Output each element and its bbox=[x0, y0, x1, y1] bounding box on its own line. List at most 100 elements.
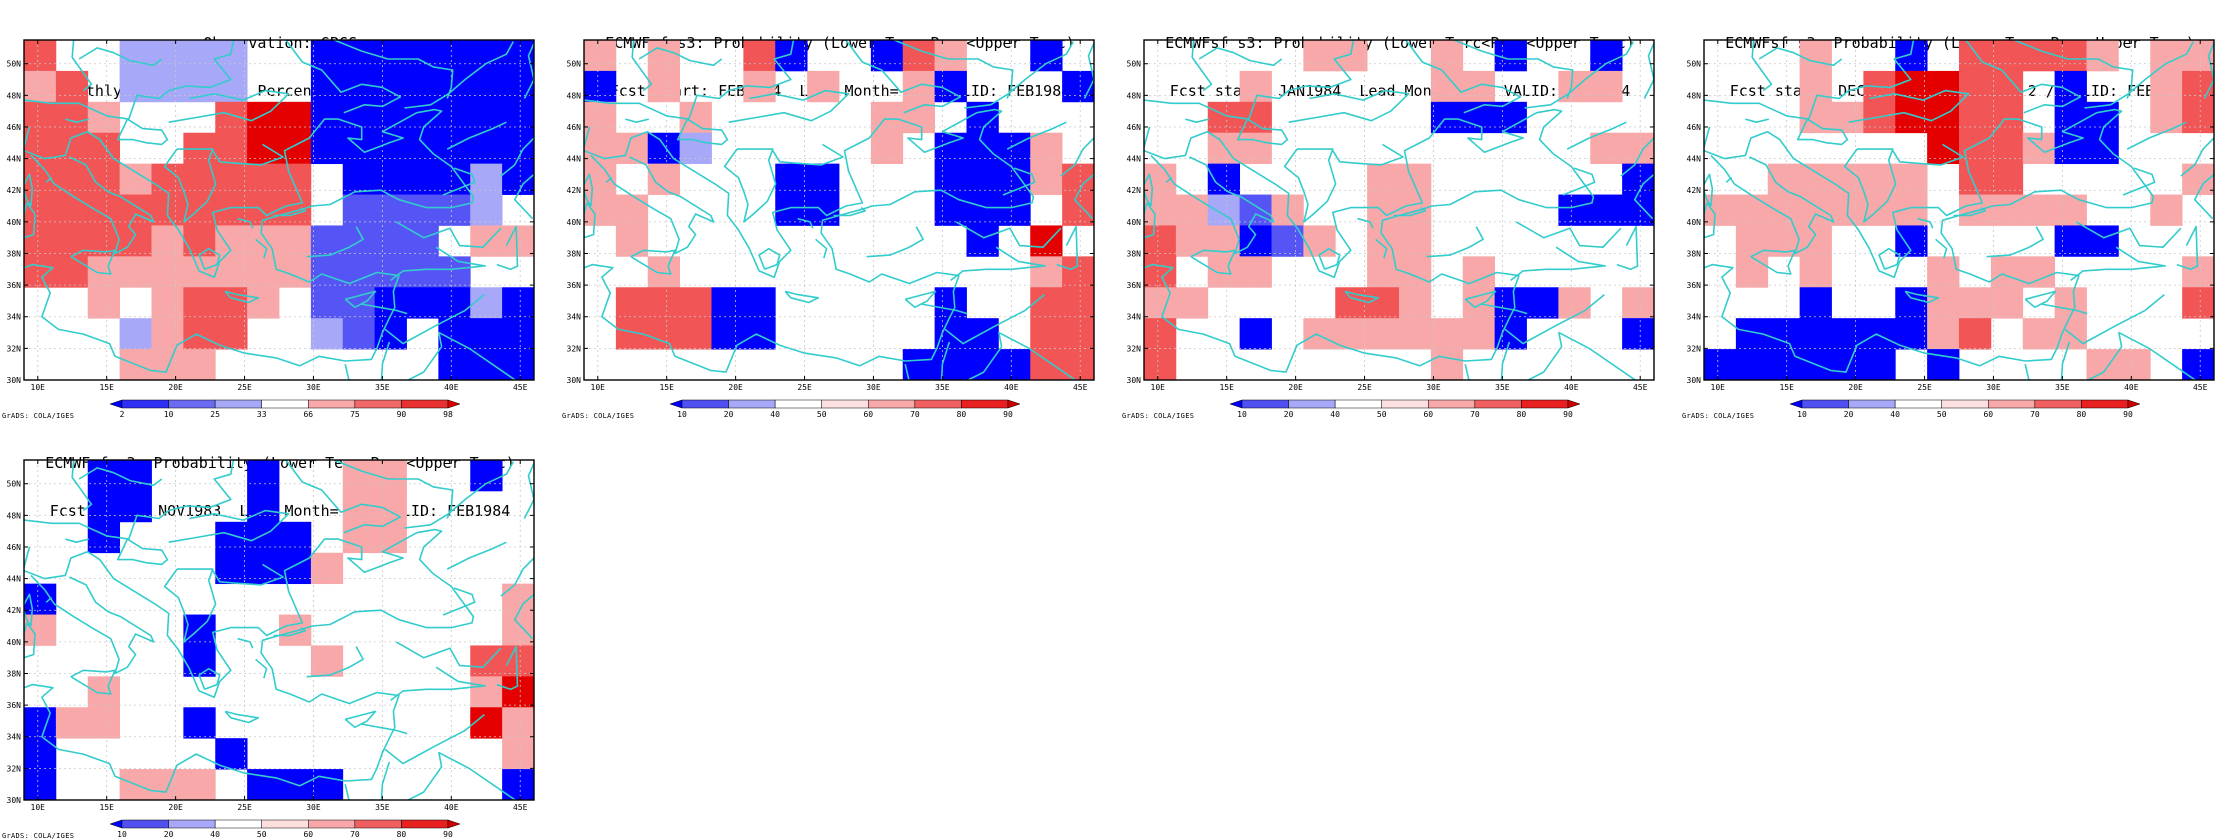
coastline bbox=[1562, 167, 1596, 196]
panel-lead2: ECMWFsf s3: Probability (Lower Terc<Pcpn… bbox=[1680, 0, 2240, 420]
colorbar-swatch bbox=[1428, 399, 1476, 409]
x-tick-label: 10E bbox=[1711, 383, 1726, 392]
coastlines bbox=[1704, 40, 2214, 380]
grid-cell bbox=[183, 614, 216, 646]
coastline bbox=[384, 293, 485, 345]
colorbar-arrow-high bbox=[447, 819, 461, 829]
colorbar-label: 20 bbox=[164, 830, 174, 839]
coastline bbox=[1190, 249, 1236, 275]
y-tick-label: 42N bbox=[1127, 186, 1142, 195]
x-tick-label: 10E bbox=[31, 803, 46, 812]
grid-cell bbox=[470, 70, 503, 103]
coastline bbox=[1405, 40, 1522, 114]
grid-cell bbox=[55, 194, 89, 226]
y-tick-label: 44N bbox=[7, 155, 22, 164]
coastline bbox=[1464, 290, 1497, 309]
grid-cell bbox=[55, 70, 89, 103]
colorbar-arrow-low bbox=[109, 819, 123, 829]
grid-cell bbox=[215, 738, 248, 770]
grid-cell bbox=[87, 256, 121, 288]
colorbar-label: 20 bbox=[1284, 410, 1294, 419]
coastline bbox=[625, 118, 649, 123]
grid-cell bbox=[966, 163, 999, 195]
x-tick-label: 35E bbox=[2055, 383, 2070, 392]
grid-cell bbox=[470, 225, 503, 257]
grid-cell bbox=[2182, 256, 2215, 288]
colorbar-label: 2 bbox=[120, 410, 125, 419]
colorbar-label: 70 bbox=[350, 830, 360, 839]
grid-cell bbox=[1367, 163, 1400, 195]
coastline bbox=[404, 461, 515, 529]
y-tick-label: 44N bbox=[7, 575, 22, 584]
colorbar-arrow-high bbox=[1567, 399, 1581, 409]
colorbar-label: 98 bbox=[443, 410, 453, 419]
grid-cell bbox=[87, 676, 121, 708]
coastline bbox=[584, 173, 594, 207]
y-tick-label: 46N bbox=[1687, 123, 1702, 132]
grid-cell bbox=[183, 645, 216, 677]
colorbar-swatch bbox=[1334, 399, 1382, 409]
colorbar-swatch bbox=[1521, 399, 1569, 409]
coastline bbox=[406, 331, 517, 380]
coastline bbox=[728, 89, 850, 123]
colorbar-label: 50 bbox=[817, 410, 827, 419]
grid-cell bbox=[502, 645, 535, 677]
grid-cell bbox=[247, 460, 280, 492]
grid-cell bbox=[310, 552, 344, 585]
colorbar-swatch bbox=[214, 819, 262, 829]
colorbar-swatch bbox=[681, 399, 729, 409]
colorbar-swatch bbox=[168, 399, 216, 409]
coastline bbox=[500, 137, 534, 177]
coastline bbox=[1185, 118, 1209, 123]
grads-credit: GrADS: COLA/IGES bbox=[1122, 412, 1195, 420]
coastline bbox=[116, 538, 169, 566]
coastline bbox=[638, 47, 723, 67]
grid-cell bbox=[183, 256, 216, 288]
coastline bbox=[1704, 40, 1915, 120]
grid-cell bbox=[183, 349, 216, 381]
y-tick-label: 40N bbox=[1687, 218, 1702, 227]
grid-cell bbox=[502, 318, 535, 350]
grid-cell bbox=[679, 132, 712, 165]
y-tick-label: 30N bbox=[1127, 376, 1142, 385]
coastline bbox=[212, 143, 284, 166]
coastline bbox=[306, 646, 364, 678]
coastline bbox=[1616, 225, 1639, 271]
coastline bbox=[71, 40, 93, 92]
grid-cell bbox=[902, 70, 936, 103]
coastline bbox=[2024, 290, 2057, 309]
grid-cell bbox=[1799, 256, 1832, 288]
colorbar-swatch bbox=[1474, 399, 1522, 409]
grid-cell bbox=[775, 163, 808, 195]
y-tick-label: 40N bbox=[1127, 218, 1142, 227]
grid-cell bbox=[374, 40, 407, 72]
grid-cell bbox=[2086, 349, 2119, 381]
grid-cell bbox=[1895, 318, 1928, 350]
x-tick-label: 45E bbox=[2193, 383, 2208, 392]
coastline bbox=[24, 546, 31, 571]
x-tick-label: 30E bbox=[866, 383, 881, 392]
x-tick-label: 15E bbox=[99, 383, 114, 392]
map-plot: 10E 15E 20E 25E 30E 35E 40E 45E 30N 32N 34N 36N 38N 4… bbox=[7, 39, 535, 419]
coastline bbox=[45, 176, 53, 183]
grid-cell bbox=[1144, 256, 1177, 288]
grid-cell bbox=[1430, 40, 1464, 72]
colorbar-label: 80 bbox=[397, 830, 407, 839]
colorbar-label: 70 bbox=[2030, 410, 2040, 419]
grid-cell bbox=[870, 40, 904, 72]
colorbar-label: 60 bbox=[863, 410, 873, 419]
grid-cell bbox=[1767, 318, 1801, 350]
x-tick-label: 15E bbox=[99, 803, 114, 812]
grid-cell bbox=[1799, 40, 1832, 72]
colorbar-label: 50 bbox=[1937, 410, 1947, 419]
x-tick-label: 15E bbox=[1219, 383, 1234, 392]
grid-cell bbox=[743, 40, 776, 72]
grid-cell bbox=[438, 101, 471, 134]
coastline bbox=[435, 666, 486, 687]
x-tick-label: 20E bbox=[1848, 383, 1863, 392]
grid-cell bbox=[1062, 194, 1095, 226]
panel-lead0: ECMWFsf s3: Probability (Lower Terc<Pcpn… bbox=[560, 0, 1120, 420]
coastline bbox=[24, 40, 235, 120]
grid-cell bbox=[55, 707, 89, 739]
grid-cell bbox=[2022, 318, 2056, 350]
